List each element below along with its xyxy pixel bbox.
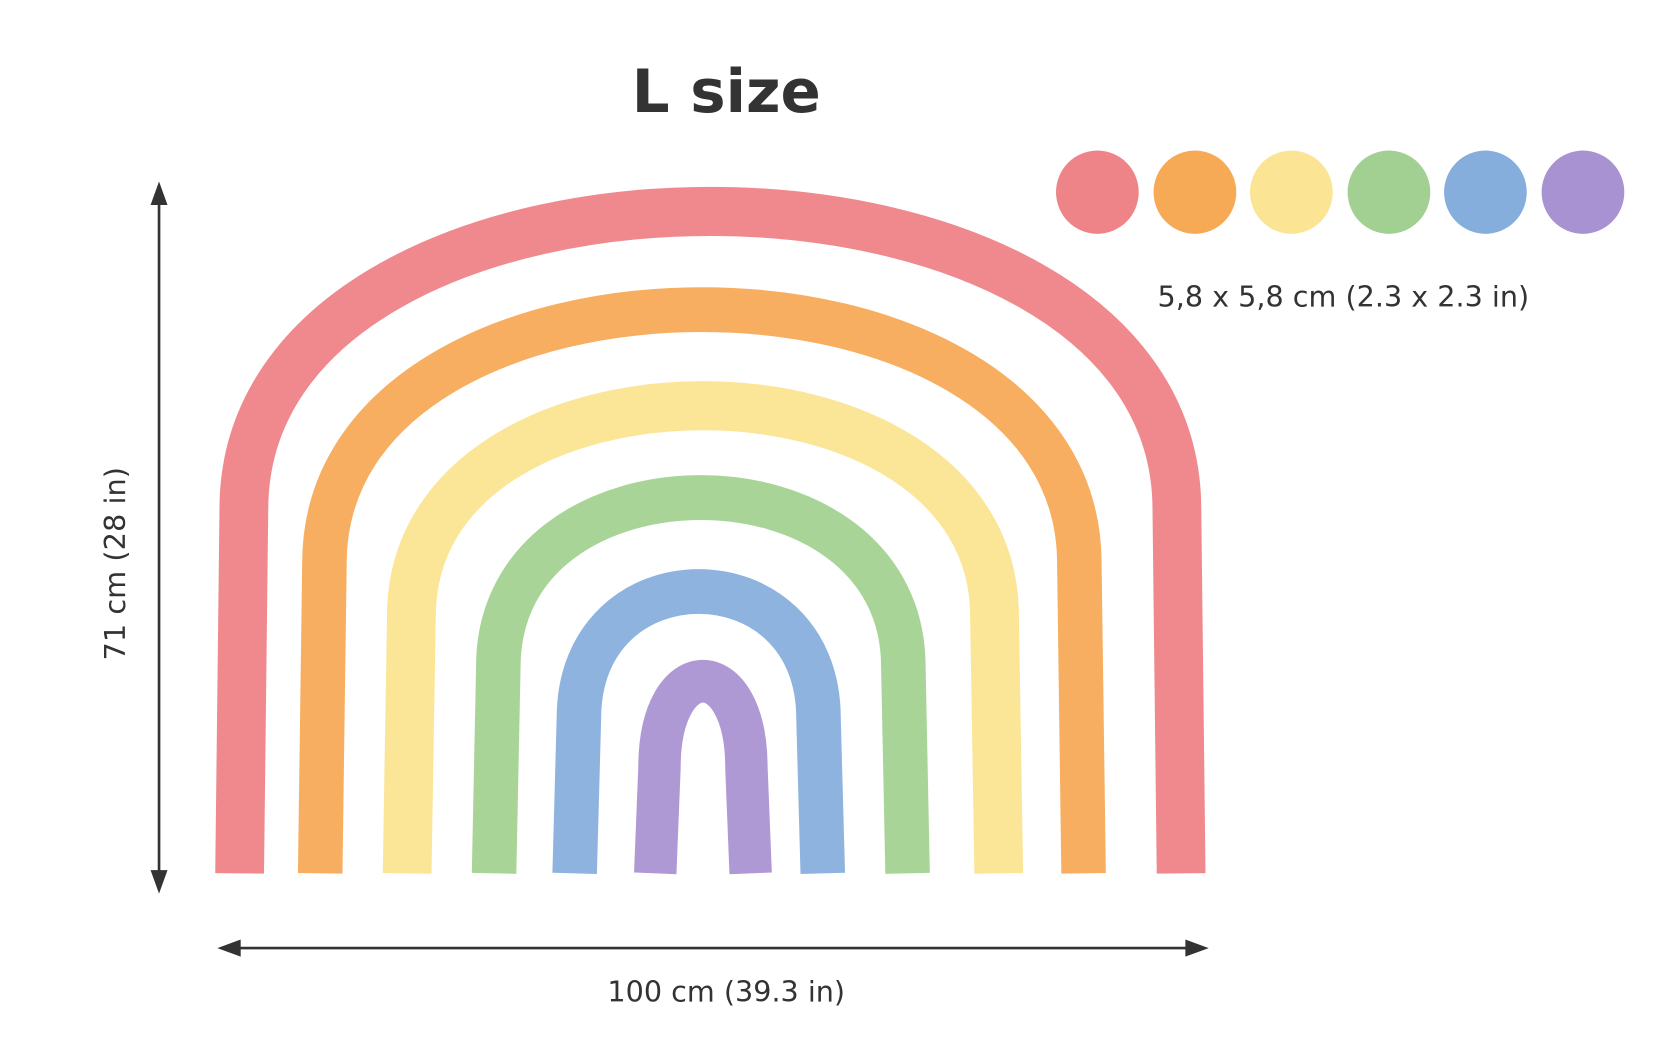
rainbow-arch	[382, 381, 1024, 874]
dot-green	[1347, 150, 1431, 234]
arrow-head	[150, 181, 168, 205]
title: L size	[632, 58, 821, 127]
color-dots	[1056, 150, 1625, 234]
dot-size-label: 5,8 x 5,8 cm (2.3 x 2.3 in)	[1158, 279, 1530, 313]
rainbow	[215, 186, 1206, 875]
dot-orange	[1153, 150, 1237, 234]
rainbow-arch	[471, 475, 930, 874]
height-label: 71 cm (28 in)	[98, 467, 132, 660]
rainbow-arch	[215, 186, 1206, 874]
width-dimension	[217, 939, 1209, 957]
dot-yellow	[1250, 150, 1333, 234]
height-dimension	[150, 181, 168, 894]
arrow-head	[1185, 939, 1209, 957]
dot-purple	[1541, 150, 1625, 234]
dot-blue	[1444, 150, 1527, 234]
rainbow-arch	[297, 287, 1106, 874]
rainbow-arch	[634, 660, 772, 875]
width-label: 100 cm (39.3 in)	[607, 974, 845, 1008]
dot-red	[1056, 150, 1139, 234]
arrow-head	[217, 939, 241, 957]
rainbow-arch	[552, 569, 846, 874]
arrow-head	[150, 870, 168, 894]
